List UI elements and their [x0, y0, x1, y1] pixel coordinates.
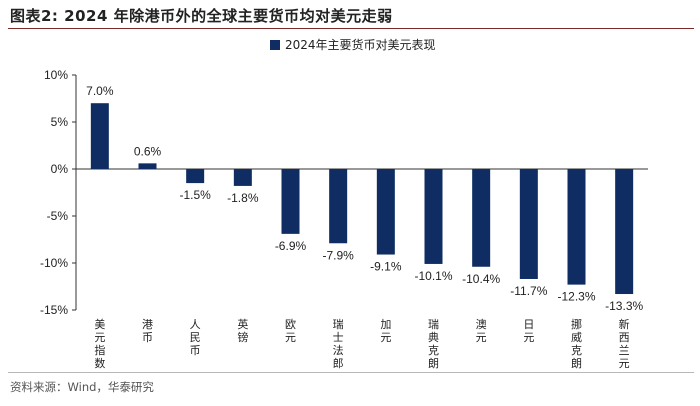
bar-value-label: -11.7%: [510, 284, 547, 298]
bar-value-label: 0.6%: [134, 144, 162, 158]
bar-value-label: -10.4%: [462, 272, 500, 286]
bar-value-label: -10.1%: [414, 269, 452, 283]
x-category-label: 瑞士法郎: [333, 317, 344, 370]
x-category-label: 美元指数: [94, 318, 105, 370]
y-tick-label: 0%: [51, 162, 69, 176]
source-note: 资料来源：Wind，华泰研究: [10, 380, 154, 394]
bar-value-label: -1.5%: [179, 188, 211, 202]
legend-label: 2024年主要货币对美元表现: [285, 37, 436, 52]
bar-value-label: -6.9%: [275, 239, 307, 253]
x-category-label: 挪威克朗: [571, 317, 582, 370]
x-category-label: 瑞典克朗: [428, 317, 439, 370]
figure-title-bar: 图表2: 2024 年除港币外的全球主要货币均对美元走弱: [0, 0, 700, 30]
y-tick-label: -15%: [40, 303, 68, 317]
source-divider: [8, 372, 694, 373]
bar: [281, 169, 300, 234]
bar: [329, 169, 348, 244]
bar-value-label: -13.3%: [605, 299, 643, 313]
bar: [424, 169, 443, 264]
bar-value-label: 7.0%: [86, 84, 114, 98]
x-category-label: 日元: [523, 318, 534, 344]
x-category-label: 英镑: [237, 317, 248, 344]
bar: [615, 169, 634, 295]
x-category-label: 加元: [380, 318, 391, 344]
y-tick-label: 10%: [44, 68, 68, 82]
bar: [567, 169, 586, 285]
bar: [376, 169, 395, 255]
bar-value-label: -7.9%: [322, 248, 354, 262]
y-tick-label: -10%: [40, 256, 68, 270]
bar: [472, 169, 491, 267]
y-tick-label: 5%: [51, 115, 69, 129]
title-divider: [8, 28, 694, 29]
x-category-label: 新西兰元: [619, 317, 630, 370]
bar: [90, 103, 109, 169]
legend-swatch: [270, 40, 280, 50]
bar: [519, 169, 538, 279]
x-category-label: 欧元: [285, 318, 296, 344]
bar-value-label: -1.8%: [227, 191, 259, 205]
x-category-label: 澳元: [476, 318, 487, 344]
bar-chart: 2024年主要货币对美元表现 10% 5% 0% -5% -10% -15% 7.0% 美元指数…: [40, 37, 648, 370]
x-category-label: 人民币: [190, 318, 201, 357]
figure-title: 图表2: 2024 年除港币外的全球主要货币均对美元走弱: [10, 6, 393, 25]
y-tick-label: -5%: [47, 209, 69, 223]
bar-value-label: -9.1%: [370, 260, 402, 274]
bar: [186, 169, 205, 184]
x-category-label: 港币: [142, 318, 153, 344]
bar: [233, 169, 252, 186]
bar: [138, 163, 157, 169]
bar-value-label: -12.3%: [557, 290, 595, 304]
